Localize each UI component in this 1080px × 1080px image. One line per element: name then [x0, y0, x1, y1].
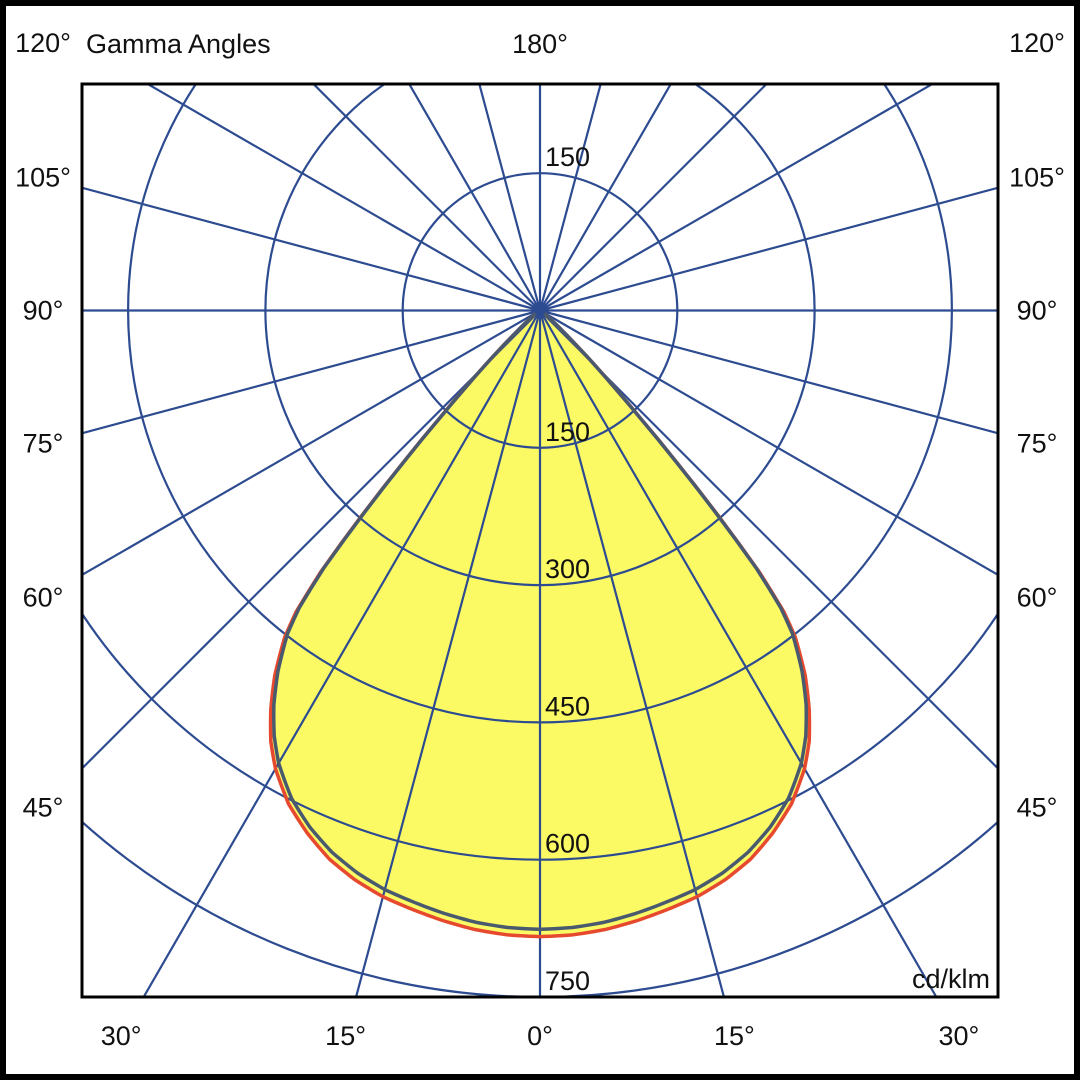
gamma-label-right-105: 105°: [1009, 162, 1065, 192]
gamma-label-left-105: 105°: [15, 162, 71, 192]
chart-title: Gamma Angles: [86, 29, 271, 59]
gamma-ray-300: [145, 84, 541, 312]
gamma-ray-165: [538, 310, 726, 997]
gamma-label-left-120: 120°: [15, 28, 71, 58]
gamma-label-left-45: 45°: [23, 793, 64, 823]
gamma-ray-120: [539, 309, 998, 577]
gamma-label-left-75: 75°: [23, 429, 64, 459]
gamma-label-left-60: 60°: [23, 582, 64, 612]
gamma-label-bottom-l15: 15°: [325, 1021, 366, 1051]
gamma-ray-225: [82, 309, 541, 771]
gamma-label-right-45: 45°: [1017, 793, 1058, 823]
gamma-ray-45: [539, 84, 769, 312]
gamma-label-left-90: 90°: [23, 296, 64, 326]
gamma-ray-285: [82, 186, 541, 312]
gamma-ray-345: [478, 84, 542, 311]
plot-frame: [80, 82, 1000, 999]
gamma-ray-135: [539, 309, 998, 771]
gamma-ray-330: [407, 84, 541, 312]
radial-tick-150: 150: [545, 417, 590, 447]
gamma-ray-15: [538, 84, 602, 311]
radial-tick-300: 300: [545, 554, 590, 584]
gamma-ray-315: [311, 84, 541, 312]
gamma-label-bottom-c0: 0°: [527, 1021, 553, 1051]
gamma-ray-30: [539, 84, 673, 312]
radial-tick-750: 750: [545, 966, 590, 996]
gamma-ray-240: [82, 309, 541, 577]
gamma-label-right-75: 75°: [1017, 429, 1058, 459]
gamma-ray-255: [82, 309, 541, 435]
gamma-ray-195: [354, 310, 542, 997]
radial-tick-top-150: 150: [545, 142, 590, 172]
gamma-ray-210: [142, 309, 541, 997]
gamma-ray-75: [539, 186, 998, 312]
gamma-ray-150: [539, 309, 938, 997]
unit-label: cd/klm: [912, 964, 990, 994]
gamma-label-right-60: 60°: [1017, 582, 1058, 612]
gamma-label-bottom-l30: 30°: [101, 1021, 142, 1051]
gamma-label-right-90: 90°: [1017, 296, 1058, 326]
origin-dot: [534, 305, 546, 316]
radial-tick-600: 600: [545, 829, 590, 859]
gamma-label-bottom-r15: 15°: [714, 1021, 755, 1051]
gamma-label-top-180: 180°: [512, 29, 568, 59]
gamma-label-bottom-r30: 30°: [938, 1021, 979, 1051]
gamma-ray-60: [539, 84, 935, 312]
gamma-ray-105: [539, 309, 998, 435]
gamma-label-right-120: 120°: [1009, 28, 1065, 58]
radial-tick-450: 450: [545, 691, 590, 721]
